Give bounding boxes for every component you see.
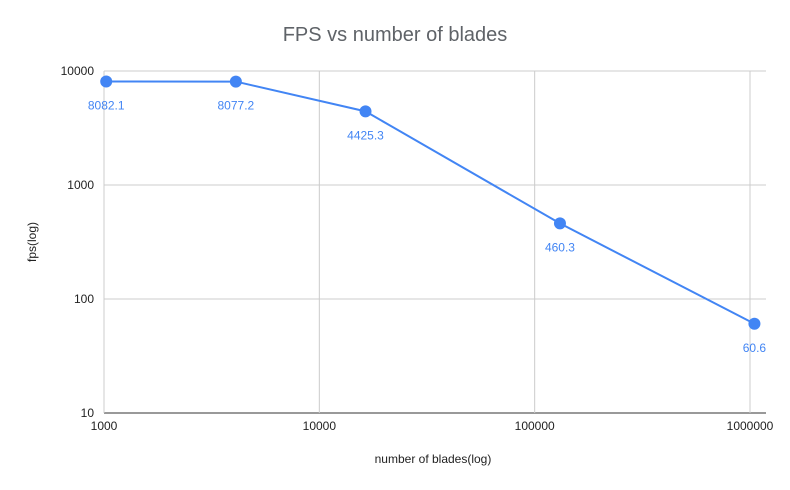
data-label: 4425.3 [347,128,384,142]
y-axis-title: fps(log) [25,221,39,263]
y-tick-label: 10000 [61,64,95,78]
data-point [229,75,242,88]
data-point [553,217,566,230]
data-label: 460.3 [545,240,575,254]
y-tick-label: 10 [81,406,95,420]
tick-labels: 10 100 1000 10000 1000 10000 100000 1000000 [61,64,774,433]
y-tick-label: 1000 [67,178,94,192]
grid-layer [103,70,766,414]
series-line [106,80,755,325]
x-tick-label: 1000000 [727,419,774,433]
x-tick-label: 100000 [515,419,555,433]
y-tick-label: 100 [74,292,94,306]
data-point [748,317,761,330]
series-layer [100,75,761,330]
data-label: 60.6 [743,341,767,355]
data-point [359,105,372,118]
x-axis-title: number of blades(log) [374,452,492,466]
x-tick-label: 1000 [91,419,118,433]
data-label: 8077.2 [218,99,255,113]
data-label: 8082.1 [88,99,125,113]
data-point [100,75,113,88]
chart-title: FPS vs number of blades [282,24,508,46]
x-tick-label: 10000 [303,419,337,433]
data-labels: 8082.1 8077.2 4425.3 460.3 60.6 [88,99,767,355]
